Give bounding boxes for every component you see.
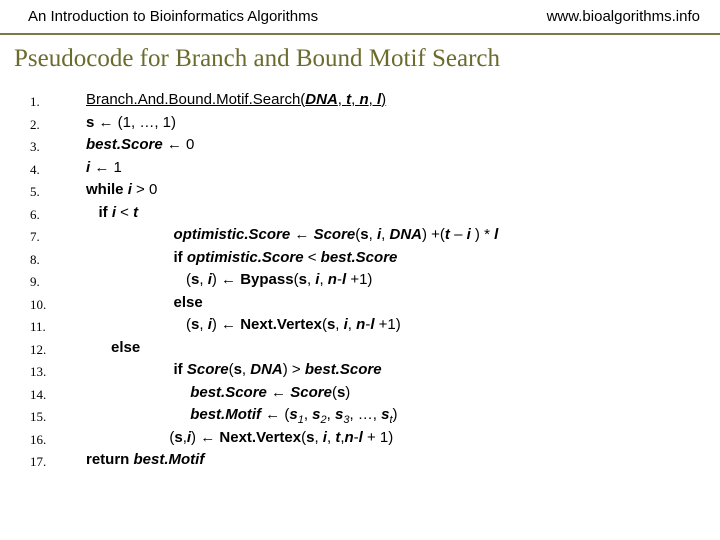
code-line: best.Motif ← (s1, s2, s3, …, st) xyxy=(86,404,498,427)
line-number: 7. xyxy=(30,226,86,249)
code-line: return best.Motif xyxy=(86,449,498,472)
code-line: else xyxy=(86,337,498,360)
line-number: 11. xyxy=(30,316,86,339)
code-line: s ← (1, …, 1) xyxy=(86,112,498,135)
line-number: 12. xyxy=(30,339,86,362)
header-url: www.bioalgorithms.info xyxy=(547,8,700,25)
code-line: if optimistic.Score < best.Score xyxy=(86,247,498,270)
line-number: 5. xyxy=(30,181,86,204)
line-number: 1. xyxy=(30,91,86,114)
line-number: 9. xyxy=(30,271,86,294)
line-number: 13. xyxy=(30,361,86,384)
code-line: if i < t xyxy=(86,202,498,225)
line-number: 17. xyxy=(30,451,86,474)
slide-header: An Introduction to Bioinformatics Algori… xyxy=(0,0,720,31)
line-number: 10. xyxy=(30,294,86,317)
line-number: 2. xyxy=(30,114,86,137)
line-number: 14. xyxy=(30,384,86,407)
line-number: 8. xyxy=(30,249,86,272)
header-title: An Introduction to Bioinformatics Algori… xyxy=(28,8,318,25)
line-numbers: 1.2.3.4.5.6.7.8.9.10.11.12.13.14.15.16.1… xyxy=(30,89,86,474)
code-line: Branch.And.Bound.Motif.Search(DNA, t, n,… xyxy=(86,89,498,112)
slide-body: 1.2.3.4.5.6.7.8.9.10.11.12.13.14.15.16.1… xyxy=(0,85,720,474)
code-line: (s,i) ← Next.Vertex(s, i, t,n-l + 1) xyxy=(86,427,498,450)
line-number: 6. xyxy=(30,204,86,227)
code-line: if Score(s, DNA) > best.Score xyxy=(86,359,498,382)
code-line: best.Score ← 0 xyxy=(86,134,498,157)
code-line: while i > 0 xyxy=(86,179,498,202)
line-number: 4. xyxy=(30,159,86,182)
code-line: else xyxy=(86,292,498,315)
code-line: optimistic.Score ← Score(s, i, DNA) +(t … xyxy=(86,224,498,247)
code-line: (s, i) ← Next.Vertex(s, i, n-l +1) xyxy=(86,314,498,337)
code-line: i ← 1 xyxy=(86,157,498,180)
line-number: 3. xyxy=(30,136,86,159)
line-number: 16. xyxy=(30,429,86,452)
code-line: best.Score ← Score(s) xyxy=(86,382,498,405)
code-line: (s, i) ← Bypass(s, i, n-l +1) xyxy=(86,269,498,292)
line-number: 15. xyxy=(30,406,86,429)
pseudocode: Branch.And.Bound.Motif.Search(DNA, t, n,… xyxy=(86,89,498,474)
slide-title: Pseudocode for Branch and Bound Motif Se… xyxy=(0,35,720,85)
